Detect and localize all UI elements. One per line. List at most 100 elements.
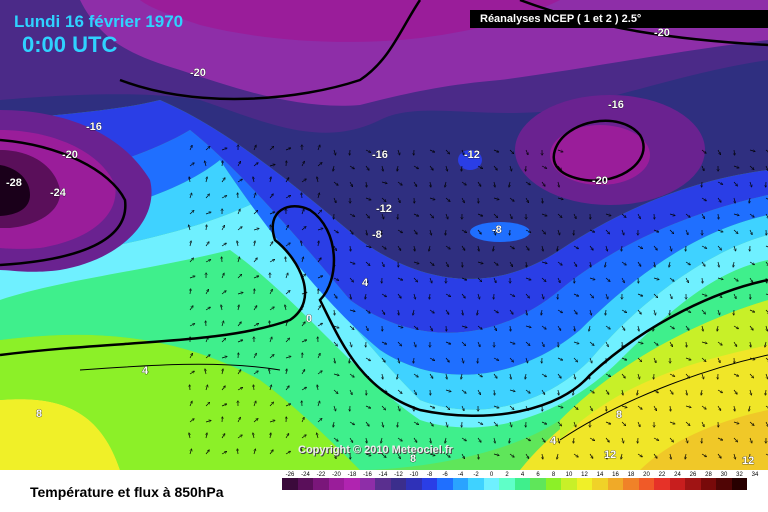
wind-arrow [557,325,561,330]
legend-tick-label: -6 [442,472,448,478]
wind-arrow [221,357,227,359]
wind-arrow [477,213,483,216]
wind-arrow [637,213,640,219]
wind-arrow [461,453,464,458]
wind-arrow [477,309,478,315]
wind-arrow [509,293,515,296]
wind-arrow [750,341,751,347]
wind-arrow [686,389,687,395]
legend-swatch [421,478,437,490]
contour-label: -20 [592,175,608,187]
wind-arrow [302,305,303,311]
wind-arrow [189,433,190,439]
wind-arrow [461,293,465,298]
wind-arrow [270,177,271,183]
wind-arrow [621,325,625,330]
wind-arrow [413,213,419,216]
wind-arrow [237,241,238,247]
wind-arrow [269,212,275,215]
wind-arrow [493,261,498,265]
wind-arrow [734,405,735,411]
wind-arrow [301,274,305,279]
wind-arrow [605,214,611,216]
wind-arrow [542,453,543,459]
wind-arrow [190,193,192,199]
wind-arrow [733,422,739,424]
wind-arrow [333,245,336,250]
wind-arrow [509,149,514,154]
wind-arrow [765,197,768,201]
legend-tick-label: 18 [627,472,635,478]
wind-arrow [205,161,206,167]
wind-arrow [430,229,431,235]
wind-arrow [749,213,754,217]
wind-arrow [269,147,274,151]
contour-label: 4 [550,435,557,447]
wind-arrow [461,277,467,280]
wind-arrow [669,373,675,376]
legend-tick-label: 24 [674,472,681,478]
wind-arrow [589,437,594,440]
wind-arrow [413,421,418,424]
wind-arrow [605,325,610,329]
contour-label: 8 [410,453,416,465]
wind-arrow [269,355,274,359]
wind-arrow [557,165,561,170]
wind-arrow [365,309,370,313]
wind-arrow [749,325,753,330]
wind-arrow [733,325,738,329]
legend-tick-label: -14 [378,472,388,478]
field-orange-se [640,410,768,470]
wind-arrow [589,373,590,379]
wind-arrow [541,421,547,424]
wind-arrow [285,434,289,439]
wind-arrow [669,277,674,281]
wind-arrow [493,198,499,200]
wind-arrow [590,261,591,267]
wind-arrow [589,325,590,331]
wind-arrow [557,406,563,408]
wind-arrow [445,293,450,296]
wind-arrow [189,211,194,215]
wind-arrow [701,453,706,457]
wind-arrow [477,262,483,264]
wind-arrow [429,213,433,218]
wind-arrow [557,149,563,152]
wind-arrow [605,261,606,267]
contour-labels: -28 -24 -20 -20 -16 -16 -16 -12 -12 -8 -… [6,27,755,468]
wind-arrow [285,226,288,231]
wind-arrow [717,357,720,363]
wind-arrow [669,261,670,267]
wind-arrow [637,309,641,314]
wind-arrow [301,370,305,375]
wind-arrow [590,309,591,315]
wind-arrow [654,309,656,315]
legend-tick-label: 6 [536,472,540,478]
wind-arrow [301,162,304,167]
wind-arrow [253,371,258,375]
wind-arrow [430,437,431,443]
wind-arrow [541,309,542,315]
wind-arrow [573,213,576,219]
wind-arrow [317,177,318,183]
wind-arrow [589,229,595,232]
wind-arrow [381,245,386,249]
wind-arrow [269,194,273,199]
wind-arrow [253,433,254,439]
wind-arrow [734,197,735,203]
wind-arrow [413,229,417,234]
wind-arrow [221,339,226,343]
wind-arrow [653,293,658,298]
wind-arrow [573,293,579,296]
copyright-label: Copyright © 2010 Meteociel.fr [298,444,453,456]
wind-arrow [285,178,289,183]
wind-arrow [206,177,207,183]
wind-arrow [557,421,561,426]
wind-arrow [397,405,400,411]
field-purple-top [140,0,560,42]
wind-arrow [462,309,463,315]
legend-tick-label: -24 [301,472,310,478]
wind-arrow [669,214,675,216]
wind-arrow [253,354,256,359]
wind-arrow [717,197,721,202]
